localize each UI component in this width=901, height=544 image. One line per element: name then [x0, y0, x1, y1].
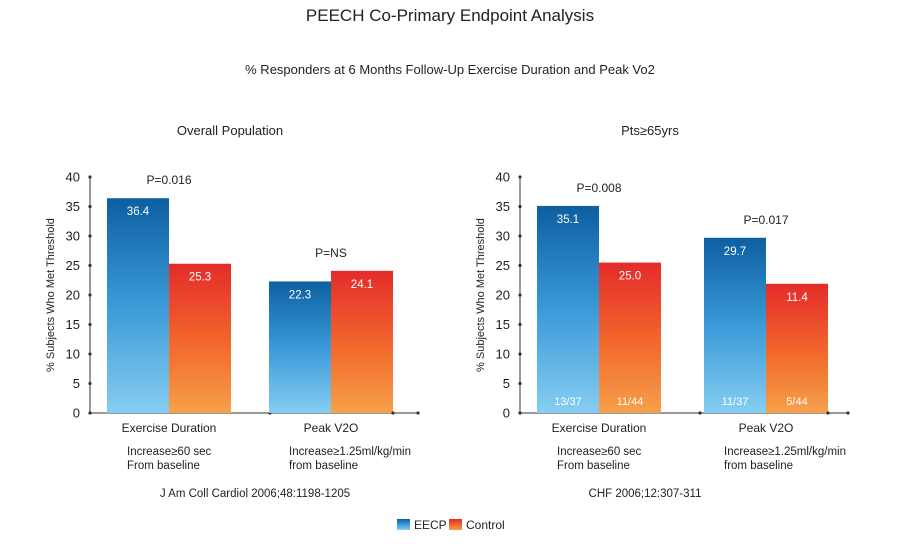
- y-tick-label: 10: [66, 347, 80, 362]
- category-label: Peak V2O: [304, 421, 359, 435]
- y-tick-label: 0: [73, 406, 80, 421]
- bar-count-label: 11/37: [722, 396, 749, 408]
- chart-legend: EECP Control: [397, 518, 505, 532]
- y-tick-dot: [88, 352, 92, 356]
- category-label: Exercise Duration: [122, 421, 217, 435]
- y-tick-dot: [518, 175, 522, 179]
- category-description: from baseline: [289, 460, 358, 472]
- y-tick-dot: [518, 352, 522, 356]
- category-description: Increase≥60 sec: [127, 446, 212, 458]
- bar-eecp-1: [537, 205, 599, 413]
- x-tick-dot: [391, 411, 395, 415]
- chart-title: PEECH Co-Primary Endpoint Analysis: [306, 6, 594, 25]
- bar-control-1: [599, 262, 661, 413]
- legend-swatch-control: [449, 519, 462, 530]
- y-tick-dot: [88, 234, 92, 238]
- y-tick-dot: [88, 175, 92, 179]
- y-tick-dot: [88, 381, 92, 386]
- y-tick-dot: [518, 293, 522, 297]
- bar-value-label: 22.3: [289, 289, 311, 301]
- y-tick-label: 40: [496, 170, 510, 185]
- bar-eecp-2: [269, 281, 331, 413]
- y-tick-label: 10: [496, 347, 510, 362]
- y-tick-label: 35: [496, 199, 510, 214]
- y-tick-dot: [88, 263, 92, 268]
- category-description: from baseline: [724, 460, 793, 472]
- bar-value-label: 36.4: [127, 206, 150, 218]
- y-tick-label: 15: [66, 317, 80, 332]
- bar-value-label: 11.4: [786, 292, 808, 304]
- legend-item-eecp: EECP: [397, 518, 447, 532]
- panel-title: Overall Population: [177, 123, 283, 138]
- bar-value-label: 35.1: [557, 214, 579, 226]
- legend-item-control: Control: [449, 518, 505, 532]
- y-tick-label: 20: [66, 288, 80, 303]
- y-axis-label: % Subjects Who Met Threshold: [45, 218, 57, 372]
- y-tick-dot: [518, 263, 522, 268]
- bar-value-label: 25.0: [619, 271, 641, 283]
- y-tick-dot: [518, 322, 522, 327]
- bar-eecp-2: [704, 237, 766, 413]
- bar-control-2: [766, 283, 828, 413]
- y-tick-label: 0: [503, 406, 510, 421]
- bar-value-label: 29.7: [724, 246, 746, 258]
- bar-value-label: 24.1: [351, 279, 373, 291]
- citation: J Am Coll Cardiol 2006;48:1198-1205: [160, 488, 350, 500]
- category-label: Peak V2O: [739, 421, 794, 435]
- y-tick-dot: [88, 322, 92, 327]
- y-tick-dot: [88, 204, 92, 209]
- chart-panel-1: Overall Population % Subjects Who Met Thr…: [45, 123, 420, 500]
- y-tick-label: 30: [66, 229, 80, 244]
- bar-control-1: [169, 263, 231, 413]
- category-description: From baseline: [127, 460, 200, 472]
- y-tick-label: 15: [496, 317, 510, 332]
- y-tick-dot: [518, 381, 522, 386]
- y-tick-label: 25: [496, 258, 510, 273]
- p-value-label: P=NS: [315, 246, 347, 260]
- y-axis-label: % Subjects Who Met Threshold: [475, 218, 487, 372]
- category-label: Exercise Duration: [552, 421, 647, 435]
- y-tick-label: 5: [503, 376, 510, 391]
- bar-count-label: 11/44: [617, 396, 644, 408]
- chart-subtitle: % Responders at 6 Months Follow-Up Exerc…: [245, 62, 655, 77]
- y-tick-dot: [518, 234, 522, 238]
- x-tick-dot: [698, 411, 702, 415]
- y-tick-label: 20: [496, 288, 510, 303]
- category-description: Increase≥1.25ml/kg/min: [289, 446, 411, 458]
- category-description: Increase≥1.25ml/kg/min: [724, 446, 846, 458]
- y-tick-label: 35: [66, 199, 80, 214]
- y-tick-dot: [88, 293, 92, 297]
- x-tick-dot: [826, 411, 830, 415]
- bar-control-2: [331, 270, 393, 413]
- y-tick-label: 5: [73, 376, 80, 391]
- bar-eecp-1: [107, 198, 169, 413]
- chart-panels: Overall Population % Subjects Who Met Thr…: [45, 123, 850, 500]
- legend-label: Control: [466, 518, 505, 532]
- chart-panel-2: Pts≥65yrs % Subjects Who Met Threshold 0 5 1…: [475, 123, 850, 500]
- legend-label: EECP: [414, 518, 447, 532]
- panel-title: Pts≥65yrs: [621, 123, 679, 138]
- category-description: From baseline: [557, 460, 630, 472]
- y-tick-dot: [518, 411, 522, 415]
- p-value-label: P=0.016: [146, 173, 191, 187]
- y-tick-label: 25: [66, 258, 80, 273]
- y-tick-label: 30: [496, 229, 510, 244]
- x-axis-end-dot: [846, 411, 850, 415]
- bar-value-label: 25.3: [189, 272, 211, 284]
- legend-swatch-eecp: [397, 519, 410, 530]
- x-axis-end-dot: [416, 411, 420, 415]
- y-tick-dot: [88, 411, 92, 415]
- y-tick-label: 40: [66, 170, 80, 185]
- bar-count-label: 5/44: [786, 396, 807, 408]
- category-description: Increase≥60 sec: [557, 446, 642, 458]
- p-value-label: P=0.017: [743, 213, 788, 227]
- citation: CHF 2006;12:307-311: [589, 488, 702, 500]
- y-tick-dot: [518, 204, 522, 209]
- bar-count-label: 13/37: [554, 396, 582, 408]
- p-value-label: P=0.008: [576, 181, 621, 195]
